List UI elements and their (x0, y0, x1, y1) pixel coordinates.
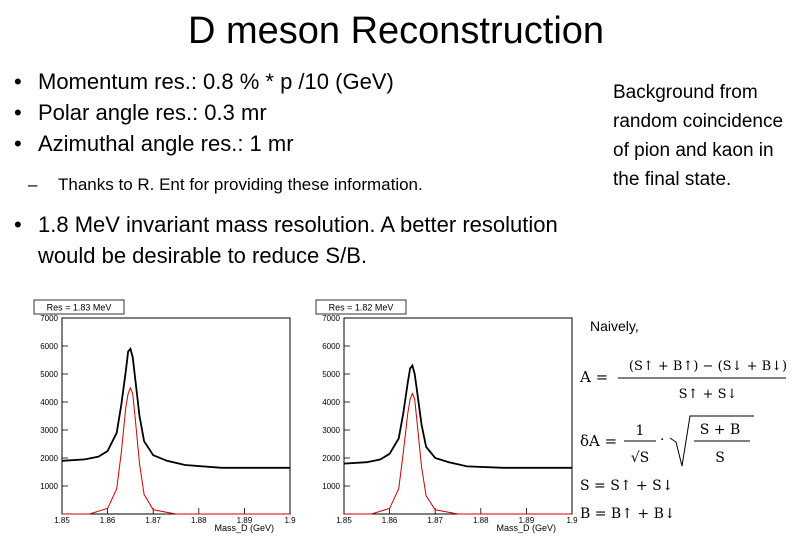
x-tick-label: 1.89 (237, 516, 253, 525)
x-tick-label: 1.87 (145, 516, 161, 525)
bullet-marker: • (14, 100, 22, 125)
eq-a-denominator: S↑ + S↓ (679, 387, 738, 402)
res-label-box: Res = 1.83 MeV (33, 299, 125, 315)
bullet-item: • Polar angle res.: 0.3 mr (14, 97, 574, 128)
res-label: Res = 1.83 MeV (47, 303, 112, 313)
bullet-marker: • (14, 212, 22, 237)
naively-label: Naively, (590, 318, 639, 334)
bullet-marker: • (14, 131, 22, 156)
sub-bullet-item: – Thanks to R. Ent for providing these i… (14, 173, 574, 197)
y-tick-label: 2000 (40, 454, 58, 463)
y-tick-label: 6000 (322, 342, 340, 351)
equations: A = (S↑ + B↑) − (S↓ + B↓) S↑ + S↓ δA = 1… (579, 359, 787, 522)
eq-a-lhs: A = (579, 368, 608, 386)
x-axis-label: Mass_D (GeV) (496, 523, 556, 533)
res-label: Res = 1.82 MeV (329, 303, 394, 313)
x-tick-label: 1.85 (336, 516, 352, 525)
x-tick-label: 1.88 (191, 516, 207, 525)
bullet-marker: • (14, 69, 22, 94)
y-tick-label: 4000 (40, 398, 58, 407)
mass-plot-right: Res = 1.82 MeV 1000 2000 3000 4000 5000 6000 7… (310, 298, 578, 534)
signal-histogram (344, 392, 572, 515)
x-tick-label: 1.9 (566, 516, 578, 525)
bullet-item: • 1.8 MeV invariant mass resolution. A b… (14, 209, 574, 271)
total-fit-curve (343, 363, 572, 469)
bullet-item: • Azimuthal angle res.: 1 mr (14, 128, 574, 159)
eq-da-denominator: √S (631, 450, 650, 466)
total-fit-curve (61, 346, 290, 469)
eq-s: S = S↑ + S↓ (580, 478, 674, 494)
slide-title: D meson Reconstruction (187, 10, 605, 52)
y-tick-label: 3000 (322, 426, 340, 435)
eq-dot: · (660, 432, 664, 448)
x-tick-label: 1.87 (427, 516, 443, 525)
y-tick-label: 7000 (40, 314, 58, 323)
bullet-text: Azimuthal angle res.: 1 mr (38, 131, 294, 156)
x-tick-label: 1.86 (382, 516, 398, 525)
sub-bullet-marker: – (28, 175, 38, 194)
x-tick-label: 1.89 (519, 516, 535, 525)
sub-bullet-text: Thanks to R. Ent for providing these inf… (58, 175, 423, 194)
x-axis-label: Mass_D (GeV) (214, 523, 274, 533)
bullet-text: Momentum res.: 0.8 % * p /10 (GeV) (38, 69, 394, 94)
x-tick-label: 1.88 (473, 516, 489, 525)
bullet-item: • Momentum res.: 0.8 % * p /10 (GeV) (14, 66, 574, 97)
bullet-text: Polar angle res.: 0.3 mr (38, 100, 267, 125)
y-tick-label: 6000 (40, 342, 58, 351)
eq-da-root-denominator: S (715, 450, 725, 466)
y-tick-label: 2000 (322, 454, 340, 463)
eq-da-lhs: δA = (580, 432, 617, 450)
signal-histogram (62, 386, 290, 515)
y-tick-label: 1000 (322, 482, 340, 491)
x-tick-label: 1.85 (54, 516, 70, 525)
y-tick-label: 1000 (40, 482, 58, 491)
background-note: Background from random coincidence of pi… (613, 82, 784, 190)
x-tick-label: 1.9 (284, 516, 296, 525)
y-tick-label: 4000 (322, 398, 340, 407)
y-tick-label: 5000 (40, 370, 58, 379)
eq-b: B = B↑ + B↓ (580, 506, 676, 522)
bullet-text: 1.8 MeV invariant mass resolution. A bet… (38, 212, 558, 268)
mass-plot-left: Res = 1.83 MeV 1000 2000 3000 4000 5000 6000 7… (28, 298, 296, 534)
sqrt-symbol (669, 415, 754, 467)
eq-da-numerator: 1 (636, 423, 645, 439)
x-tick-label: 1.86 (100, 516, 116, 525)
y-tick-label: 7000 (322, 314, 340, 323)
y-tick-label: 5000 (322, 370, 340, 379)
bullet-list: • Momentum res.: 0.8 % * p /10 (GeV) • P… (14, 66, 574, 271)
y-tick-label: 3000 (40, 426, 58, 435)
res-label-box: Res = 1.82 MeV (315, 299, 407, 315)
eq-da-root-numerator: S + B (700, 422, 741, 438)
eq-a-numerator: (S↑ + B↑) − (S↓ + B↓) (629, 359, 787, 374)
